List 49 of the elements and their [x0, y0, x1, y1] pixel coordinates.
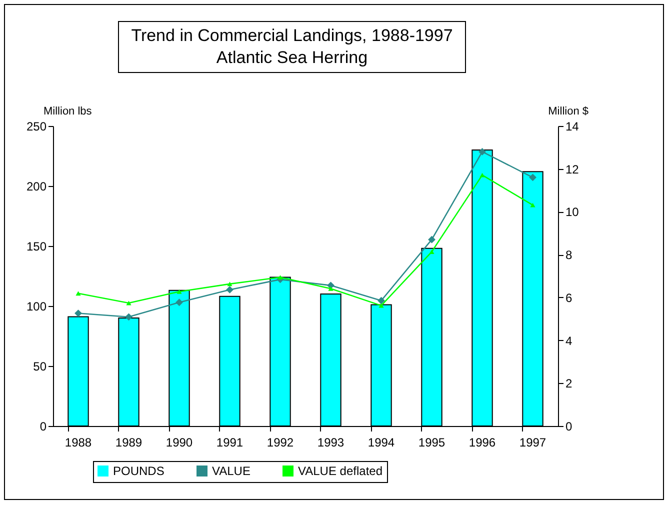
point	[327, 282, 334, 290]
point	[429, 250, 434, 254]
y-tick-label: 150	[26, 240, 47, 254]
y2-tick-label: 4	[566, 334, 572, 348]
x-tick-label: 1991	[216, 436, 244, 450]
point	[76, 291, 81, 296]
y-tick-label: 100	[26, 300, 47, 314]
point	[226, 286, 234, 294]
y-tick-label: 250	[26, 120, 47, 134]
x-tick-label: 1997	[519, 436, 546, 450]
y2-tick-label: 8	[566, 248, 572, 262]
point	[176, 289, 182, 294]
point	[328, 286, 334, 291]
point	[125, 313, 132, 321]
y2-axis-title: Million $	[548, 106, 588, 118]
point	[74, 310, 82, 317]
y-tick-label: 200	[26, 180, 47, 194]
legend-label: VALUE	[212, 464, 250, 478]
y-axis-title: Million lbs	[44, 106, 92, 118]
point	[126, 300, 132, 306]
x-tick-label: 1993	[317, 436, 344, 450]
point	[428, 236, 436, 244]
x-tick-label: 1994	[368, 436, 395, 450]
legend-label: POUNDS	[113, 464, 164, 478]
point	[378, 303, 384, 308]
y2-tick-label: 0	[566, 420, 572, 434]
point	[176, 298, 183, 306]
x-tick-label: 1988	[64, 436, 92, 450]
x-tick-label: 1989	[115, 436, 142, 450]
point	[480, 172, 485, 178]
chart-title: Trend in Commercial Landings, 1988-1997 Atlantic Sea Herring	[118, 21, 466, 73]
y2-tick-label: 14	[566, 120, 580, 134]
y2-tick-label: 10	[566, 205, 580, 220]
point	[227, 282, 232, 286]
y2-tick-label: 2	[566, 376, 572, 391]
x-tick-label: 1990	[166, 436, 193, 450]
x-tick-label: 1995	[418, 436, 446, 450]
y-tick-label: 50	[33, 360, 47, 374]
point	[530, 202, 536, 208]
x-tick-label: 1996	[468, 436, 496, 450]
point	[278, 275, 283, 280]
y2-tick-label: 12	[566, 162, 580, 176]
x-tick-label: 1992	[266, 436, 294, 450]
point	[478, 148, 486, 156]
point	[378, 296, 385, 304]
point	[529, 174, 536, 182]
legend-label: VALUE deflated	[298, 464, 382, 478]
y-tick-label: 0	[40, 420, 47, 434]
y2-tick-label: 6	[566, 290, 572, 305]
